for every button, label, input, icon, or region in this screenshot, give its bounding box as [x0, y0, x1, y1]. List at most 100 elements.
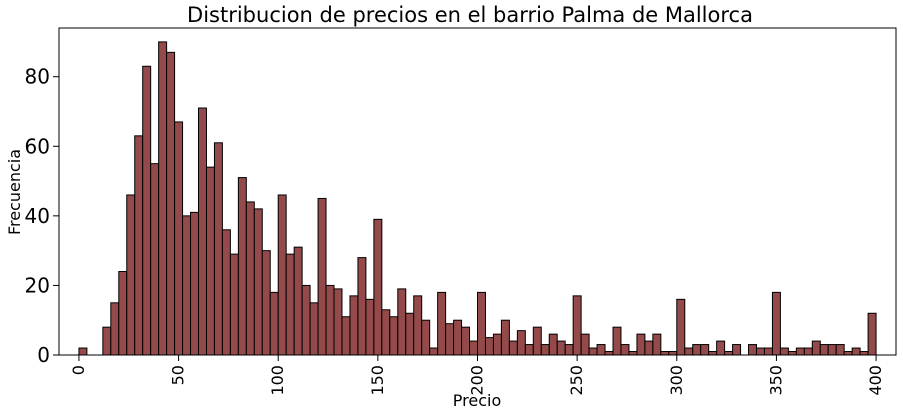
histogram-bar [190, 211, 199, 356]
histogram-bar [596, 344, 606, 356]
histogram-bar [205, 166, 215, 356]
histogram-bar [110, 302, 120, 356]
histogram-bar [859, 351, 869, 356]
x-tick-label: 400 [866, 365, 885, 396]
histogram-bar [867, 312, 877, 356]
histogram-bar [811, 340, 821, 356]
histogram-bar [572, 295, 582, 356]
chart-title: Distribucion de precios en el barrio Pal… [187, 3, 753, 27]
histogram-bar [469, 340, 478, 356]
x-tick-label: 300 [667, 365, 686, 396]
histogram-bar [835, 344, 845, 356]
x-tick-label: 100 [268, 365, 287, 396]
histogram-bar [644, 340, 654, 356]
histogram-bar [708, 351, 718, 356]
histogram-bar [803, 347, 813, 356]
histogram-bar [795, 347, 805, 356]
histogram-bar [588, 347, 598, 356]
y-tick-label: 80 [25, 65, 50, 89]
histogram-bar [636, 333, 646, 356]
histogram-bar [787, 351, 797, 356]
y-tick-label: 0 [37, 343, 50, 367]
histogram-bar [237, 177, 247, 356]
histogram-bar [508, 340, 518, 356]
histogram-bar [373, 218, 383, 356]
x-tick-label: 150 [368, 365, 387, 396]
histogram-bar [564, 344, 574, 356]
histogram-bar [445, 323, 455, 356]
y-axis-label: Frecuencia [5, 149, 24, 235]
histogram-bar [684, 347, 694, 356]
histogram-bar [301, 284, 311, 356]
histogram-bar [716, 340, 726, 356]
histogram-bar [532, 326, 542, 356]
histogram-bar [213, 142, 223, 356]
histogram-bar [389, 316, 399, 356]
histogram-bar [548, 333, 558, 356]
histogram-bar [620, 344, 630, 356]
histogram-bar [421, 319, 431, 356]
histogram-bar [851, 347, 861, 356]
histogram-bar [158, 41, 168, 356]
histogram-bar [437, 291, 447, 356]
histogram-bar [771, 291, 781, 356]
bars-group [78, 41, 877, 356]
histogram-bar [668, 351, 678, 356]
histogram-bar [142, 65, 152, 356]
histogram-bar [540, 344, 550, 356]
histogram-bar [429, 347, 439, 356]
x-tick-label: 200 [468, 365, 487, 396]
histogram-bar [779, 347, 789, 356]
histogram-bar [763, 347, 773, 356]
histogram-bar [277, 194, 287, 356]
histogram-bar [341, 316, 351, 356]
histogram-bar [604, 351, 614, 356]
histogram-bar [405, 312, 415, 356]
histogram-bar [477, 291, 486, 356]
histogram-bar [357, 257, 367, 356]
histogram-bar [397, 288, 407, 356]
histogram-bar [309, 302, 319, 356]
histogram-bar [317, 197, 327, 356]
histogram-bar [819, 344, 829, 356]
histogram-bar [843, 351, 853, 356]
histogram-bar [229, 253, 239, 356]
histogram-bar [676, 298, 686, 356]
y-tick-label: 40 [25, 204, 50, 228]
histogram-bar [253, 208, 263, 356]
histogram-bar [628, 351, 638, 356]
histogram-bar [492, 333, 502, 356]
histogram-bar [748, 344, 758, 356]
histogram-bar [118, 271, 128, 356]
histogram-bar [221, 229, 231, 356]
histogram-bar [150, 163, 160, 356]
y-axis-ticks: 0 20 40 60 80 [25, 65, 59, 367]
histogram-bar [724, 351, 734, 356]
y-tick-label: 20 [25, 273, 50, 297]
histogram-bar [612, 326, 622, 356]
histogram-bar [453, 319, 463, 356]
x-tick-label: 250 [567, 365, 586, 396]
histogram-bar [349, 295, 359, 356]
histogram-bar [198, 107, 207, 356]
histogram-bar [166, 51, 176, 356]
histogram-bar [365, 298, 375, 356]
histogram-bar [556, 340, 566, 356]
histogram-bar [293, 246, 303, 356]
histogram-bar [660, 351, 670, 356]
histogram-bar [580, 333, 590, 356]
histogram-bar [652, 333, 662, 356]
histogram-bar [756, 347, 765, 356]
histogram-bar [325, 284, 335, 356]
y-tick-label: 60 [25, 134, 50, 158]
histogram-bar [516, 330, 526, 356]
histogram-bar [461, 326, 471, 356]
x-tick-label: 50 [169, 365, 188, 385]
histogram-bar [500, 319, 510, 356]
histogram-bar [261, 250, 271, 356]
histogram-bar [78, 347, 88, 356]
histogram-bar [732, 344, 742, 356]
histogram-bar [484, 337, 494, 356]
x-axis-ticks: 0 50 100 150 200 250 300 350 400 [69, 355, 885, 396]
histogram-bar [381, 309, 391, 356]
